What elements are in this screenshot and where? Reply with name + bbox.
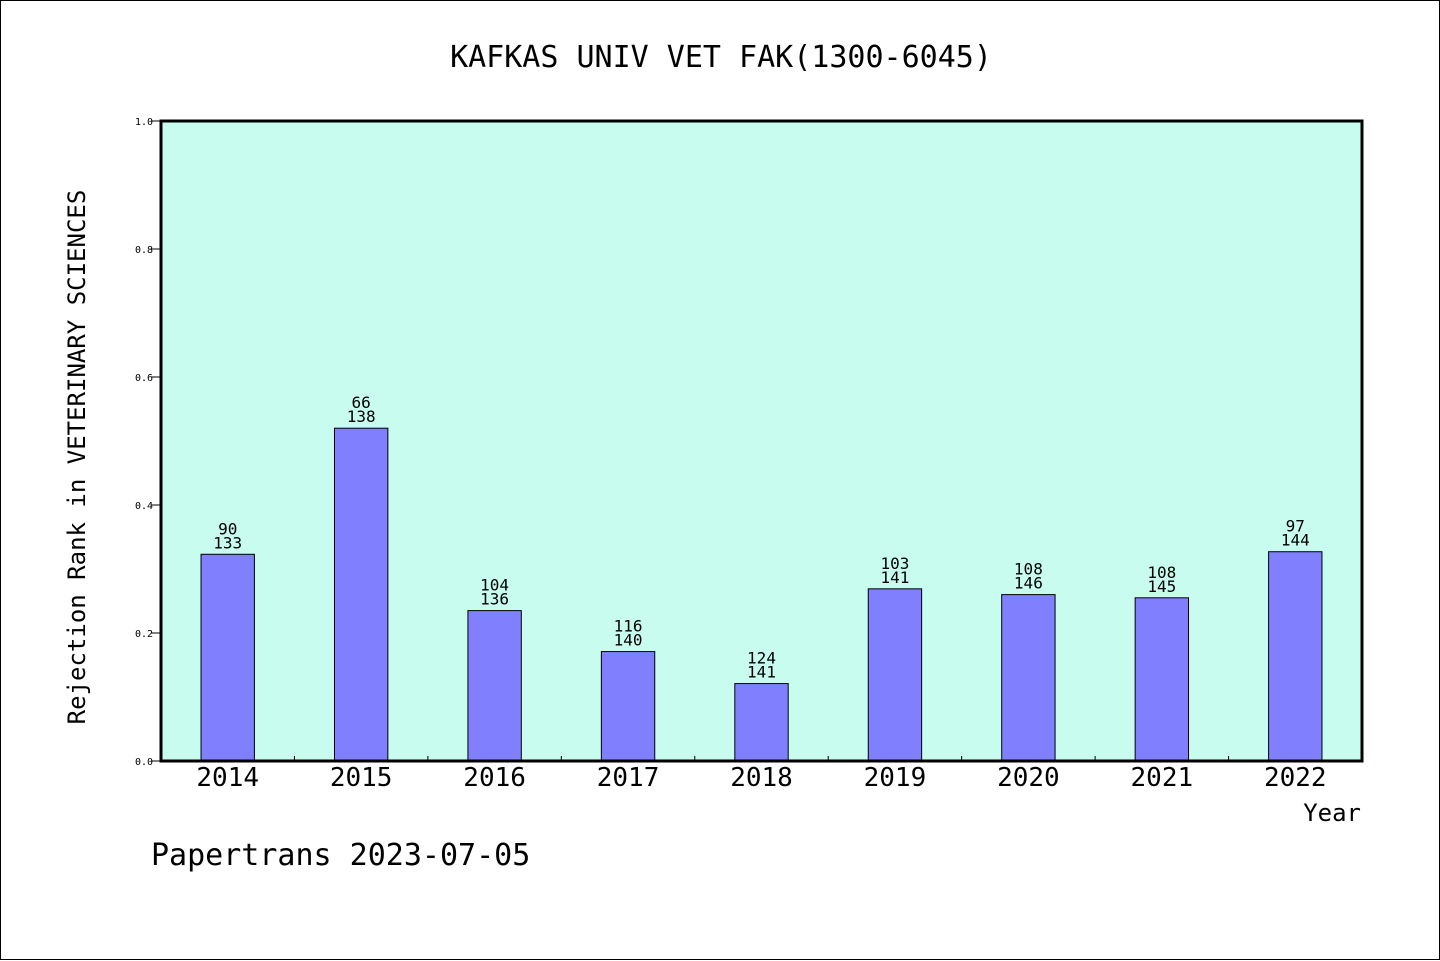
x-tick-label: 2021 (1131, 763, 1194, 793)
bar-label-top: 108 (1014, 560, 1043, 579)
x-tick-label: 2014 (196, 763, 259, 793)
bar-label-bottom: 146 (1014, 574, 1043, 593)
y-tick-label: 0.2 (135, 629, 153, 640)
y-axis-label: Rejection Rank in VETERINARY SCIENCES (63, 190, 91, 725)
bar-2017 (600, 651, 656, 762)
bar-2021 (1134, 597, 1190, 762)
bar-2019 (867, 588, 923, 762)
x-tick-label: 2015 (330, 763, 393, 793)
footer-text: Papertrans 2023-07-05 (151, 838, 530, 873)
bar-label-top: 116 (614, 617, 643, 636)
bar-label-top: 104 (480, 576, 509, 595)
y-tick-label: 1.0 (135, 117, 153, 128)
bar-label-bottom: 145 (1147, 577, 1176, 596)
bar-label-bottom: 140 (614, 631, 643, 650)
x-tick-label: 2018 (730, 763, 793, 793)
chart-title: KAFKAS UNIV VET FAK(1300-6045) (450, 40, 992, 75)
bar-label-top: 90 (218, 519, 237, 538)
y-tick-label: 0.0 (135, 757, 153, 768)
y-tick-label: 0.8 (135, 245, 153, 256)
bar-2016 (467, 610, 522, 762)
bar-2018 (734, 683, 789, 762)
x-axis-ticks: 2014 2015 2016 2017 2018 2019 2020 2021 2022 (196, 756, 1327, 793)
bar-label-bottom: 133 (213, 533, 242, 552)
bar-label-bottom: 138 (347, 407, 376, 426)
bar-label-bottom: 136 (480, 590, 509, 609)
x-tick-label: 2019 (864, 763, 927, 793)
y-tick-label: 0.4 (135, 501, 153, 512)
bar-label-bottom: 141 (880, 568, 909, 587)
y-tick-label: 0.6 (135, 373, 153, 384)
bar-label-top: 108 (1147, 563, 1176, 582)
plot-border (159, 119, 1364, 763)
x-tick-label: 2017 (597, 763, 660, 793)
bar-label-bottom: 141 (747, 663, 776, 682)
x-tick-label: 2020 (997, 763, 1060, 793)
bar-label-top: 66 (352, 393, 371, 412)
bar-2020 (1001, 594, 1056, 762)
x-tick-label: 2016 (463, 763, 526, 793)
y-axis-ticks: 0.0 0.2 0.4 0.6 0.8 1.0 (135, 117, 161, 768)
x-axis-label: Year (1303, 799, 1361, 827)
bar-2015 (333, 427, 389, 762)
x-tick-label: 2022 (1264, 763, 1327, 793)
bar-label-top: 103 (880, 554, 909, 573)
bar-label-top: 97 (1286, 517, 1305, 536)
bar-2022 (1268, 551, 1323, 762)
bar-label-top: 124 (747, 649, 776, 668)
bar-label-bottom: 144 (1281, 531, 1310, 550)
bar-2014 (200, 553, 255, 762)
